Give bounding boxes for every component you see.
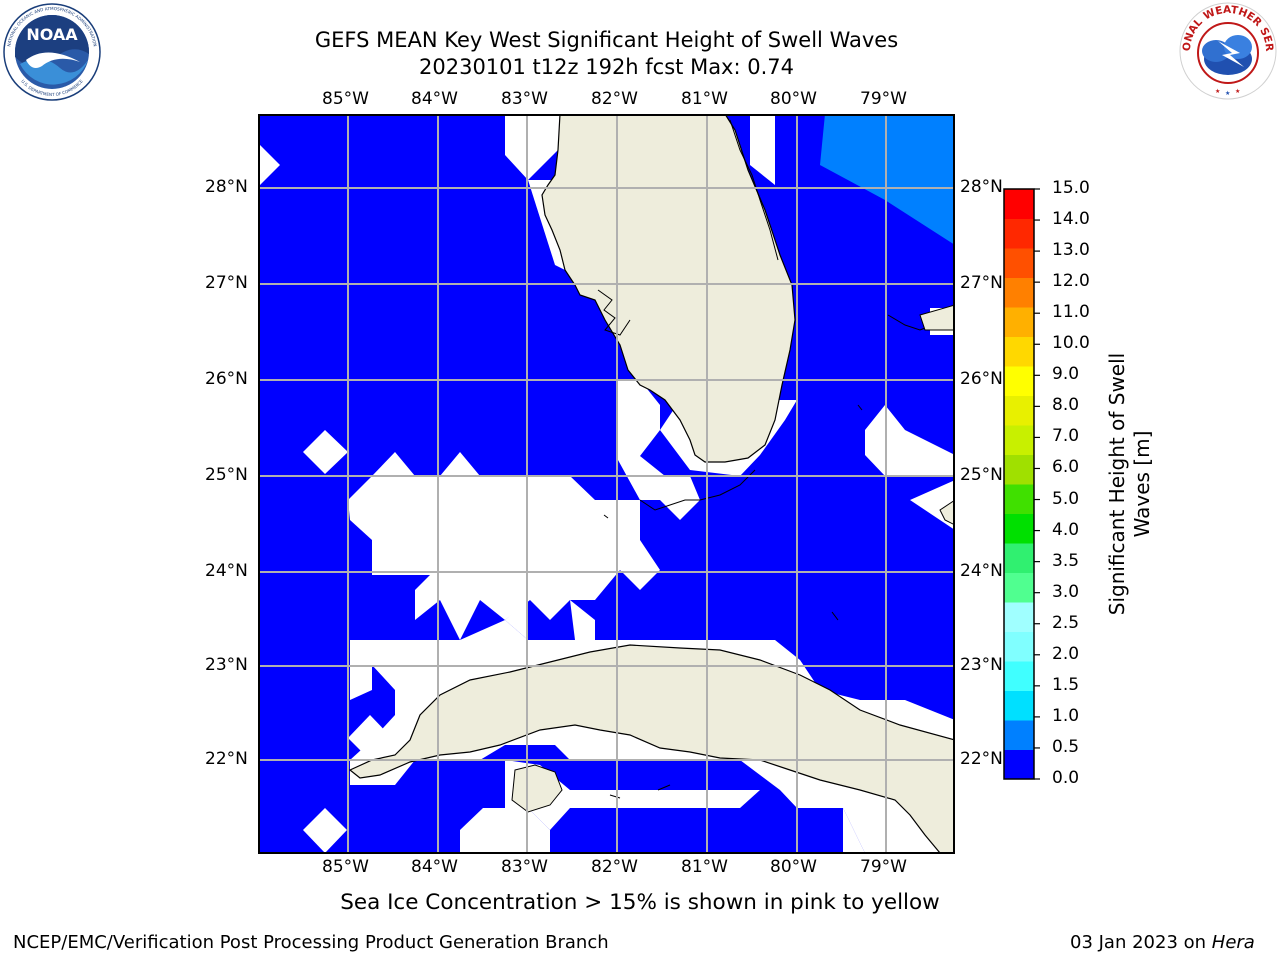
colorbar-tick-label: 14.0 <box>1052 209 1090 230</box>
lon-label-bottom: 82°W <box>591 857 638 877</box>
colorbar-segment <box>1004 572 1034 603</box>
colorbar-title-line2: Waves [m] <box>1130 430 1154 538</box>
lat-label-left: 26°N <box>205 369 248 389</box>
colorbar-tick-label: 15.0 <box>1052 178 1090 198</box>
colorbar-segment <box>1004 454 1034 485</box>
chart-title: GEFS MEAN Key West Significant Height of… <box>314 28 899 52</box>
colorbar-segment <box>1004 395 1034 426</box>
lat-label-right: 25°N <box>960 465 1003 485</box>
lat-label-right: 23°N <box>960 655 1003 675</box>
lon-label-top: 80°W <box>770 89 817 109</box>
colorbar-segment <box>1004 336 1034 367</box>
colorbar-segment <box>1004 749 1034 780</box>
lon-label-bottom: 85°W <box>322 857 369 877</box>
colorbar-tick-label: 4.0 <box>1052 519 1080 540</box>
colorbar-segment <box>1004 631 1034 662</box>
colorbar-segment <box>1004 425 1034 455</box>
colorbar-tick-label: 3.0 <box>1052 581 1080 602</box>
map-panel <box>258 114 955 854</box>
svg-text:★: ★ <box>1215 88 1220 95</box>
svg-text:★: ★ <box>1235 88 1240 95</box>
colorbar-tick-label: 8.0 <box>1052 395 1080 416</box>
colorbar <box>1003 188 1040 780</box>
colorbar-segment <box>1004 602 1034 632</box>
colorbar-segment <box>1004 218 1034 249</box>
lat-label-right: 22°N <box>960 749 1003 769</box>
colorbar-segment <box>1004 248 1034 278</box>
colorbar-segment <box>1004 690 1034 721</box>
colorbar-segment <box>1004 189 1034 219</box>
graticule <box>259 115 954 853</box>
lat-label-left: 27°N <box>205 273 248 293</box>
colorbar-segment <box>1004 513 1034 544</box>
colorbar-segment <box>1004 307 1034 337</box>
lat-label-left: 28°N <box>205 177 248 197</box>
lon-label-bottom: 81°W <box>681 857 728 877</box>
lat-label-left: 25°N <box>205 465 248 485</box>
lon-label-top: 81°W <box>681 89 728 109</box>
colorbar-tick-label: 0.0 <box>1052 768 1080 788</box>
lon-label-bottom: 83°W <box>501 857 548 877</box>
lat-label-left: 23°N <box>205 655 248 675</box>
colorbar-tick-label: 11.0 <box>1052 302 1090 323</box>
noaa-logo: NOAA NATIONAL OCEANIC AND ATMOSPHERIC AD… <box>2 2 102 102</box>
colorbar-tick-label: 13.0 <box>1052 240 1090 261</box>
chart-subtitle: 20230101 t12z 192h fcst Max: 0.74 <box>419 55 794 79</box>
colorbar-tick-label: 9.0 <box>1052 364 1080 385</box>
footer-date-text: 03 Jan 2023 on <box>1070 932 1212 953</box>
colorbar-title: Significant Height of Swell Waves [m] <box>1105 324 1155 644</box>
sea-ice-note: Sea Ice Concentration > 15% is shown in … <box>340 890 940 915</box>
lon-label-top: 85°W <box>322 89 369 109</box>
colorbar-segment <box>1004 277 1034 308</box>
colorbar-segment <box>1004 661 1034 691</box>
lon-label-top: 79°W <box>860 89 907 109</box>
footer-credit: NCEP/EMC/Verification Post Processing Pr… <box>13 932 609 953</box>
lat-label-right: 26°N <box>960 369 1003 389</box>
lon-label-top: 84°W <box>411 89 458 109</box>
lat-label-right: 24°N <box>960 561 1003 581</box>
footer-date: 03 Jan 2023 on Hera <box>1070 932 1255 953</box>
colorbar-segment <box>1004 720 1034 750</box>
colorbar-segment <box>1004 543 1034 573</box>
colorbar-title-line1: Significant Height of Swell <box>1105 352 1129 616</box>
colorbar-frame <box>1003 188 1035 780</box>
colorbar-segment <box>1004 484 1034 514</box>
lon-label-bottom: 79°W <box>860 857 907 877</box>
lon-label-bottom: 84°W <box>411 857 458 877</box>
colorbar-tick-label: 0.5 <box>1052 736 1080 757</box>
lon-label-bottom: 80°W <box>770 857 817 877</box>
colorbar-tick-label: 2.5 <box>1052 612 1080 633</box>
lat-label-left: 22°N <box>205 749 248 769</box>
colorbar-tick-label: 7.0 <box>1052 426 1080 447</box>
colorbar-tick-label: 2.0 <box>1052 643 1080 664</box>
colorbar-tick-label: 1.0 <box>1052 705 1080 726</box>
noaa-logo-text: NOAA <box>26 25 78 44</box>
svg-text:★: ★ <box>1225 90 1230 97</box>
colorbar-segment <box>1004 366 1034 396</box>
colorbar-tick-label: 1.5 <box>1052 674 1080 695</box>
colorbar-tick-label: 10.0 <box>1052 333 1090 354</box>
lat-label-right: 27°N <box>960 273 1003 293</box>
lat-label-right: 28°N <box>960 177 1003 197</box>
colorbar-tick-label: 6.0 <box>1052 457 1080 478</box>
lon-label-top: 83°W <box>501 89 548 109</box>
colorbar-tick-label: 3.5 <box>1052 550 1080 571</box>
lat-label-left: 24°N <box>205 561 248 581</box>
lon-label-top: 82°W <box>591 89 638 109</box>
colorbar-tick-label: 12.0 <box>1052 271 1090 292</box>
florida-land <box>541 115 796 463</box>
cuba-land <box>348 644 954 853</box>
footer-system: Hera <box>1211 932 1255 953</box>
nws-logo: NATIONAL WEATHER SERVICE ★ ★ ★ <box>1174 0 1280 103</box>
colorbar-tick-label: 5.0 <box>1052 488 1080 509</box>
